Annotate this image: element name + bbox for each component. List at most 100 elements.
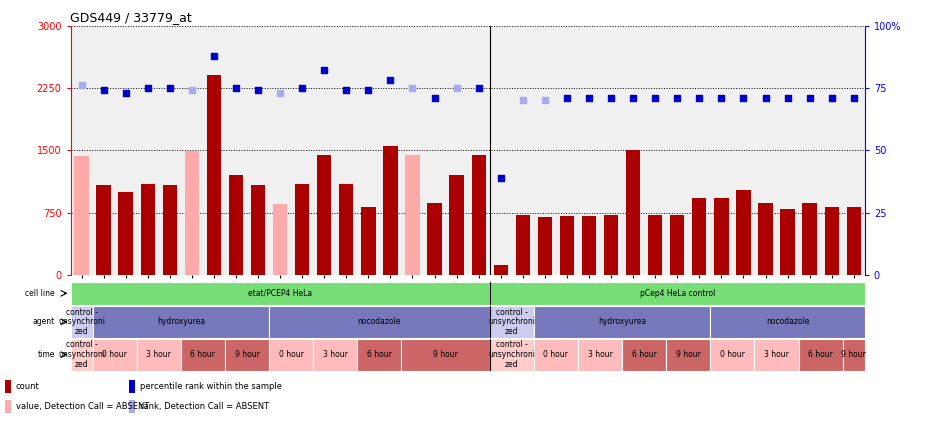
Bar (490, 306, 534, 338)
Bar (163, 185, 177, 275)
Bar (251, 185, 265, 275)
Text: hydroxyurea: hydroxyurea (598, 317, 646, 326)
Text: 0 hour: 0 hour (720, 350, 744, 359)
Bar (538, 217, 552, 275)
Bar (582, 216, 596, 275)
Bar (401, 339, 490, 371)
Text: percentile rank within the sample: percentile rank within the sample (139, 382, 282, 391)
Point (163, 85, 178, 92)
Point (338, 87, 353, 94)
Text: control -
unsynchroni
zed: control - unsynchroni zed (58, 308, 105, 336)
Bar (141, 184, 155, 275)
Text: count: count (15, 382, 39, 391)
Bar (534, 306, 711, 338)
Text: 0 hour: 0 hour (543, 350, 569, 359)
Point (405, 85, 420, 92)
Bar (799, 339, 843, 371)
Bar (295, 184, 309, 275)
Point (140, 85, 155, 92)
Bar (626, 150, 640, 275)
Bar (578, 339, 622, 371)
Point (207, 52, 222, 59)
Text: 9 hour: 9 hour (433, 350, 458, 359)
Point (494, 174, 509, 181)
Text: control -
unsynchroni
zed: control - unsynchroni zed (58, 340, 105, 369)
Bar (317, 155, 332, 275)
Bar (313, 339, 357, 371)
Bar (780, 209, 794, 275)
Text: nocodazole: nocodazole (766, 317, 809, 326)
Bar (711, 339, 755, 371)
Point (802, 95, 817, 101)
Bar (714, 198, 728, 275)
Bar (361, 207, 376, 275)
Bar (534, 339, 578, 371)
Bar (92, 339, 136, 371)
Bar (622, 339, 666, 371)
Bar (207, 75, 221, 275)
Point (118, 89, 133, 96)
Bar (755, 339, 799, 371)
Text: agent: agent (33, 317, 55, 326)
Bar (118, 192, 133, 275)
Point (758, 95, 773, 101)
Point (96, 87, 111, 94)
Text: 3 hour: 3 hour (147, 350, 171, 359)
Point (427, 95, 442, 101)
Bar (516, 215, 530, 275)
Point (383, 77, 398, 84)
Point (846, 95, 861, 101)
Bar (136, 339, 180, 371)
Point (603, 95, 619, 101)
Point (228, 85, 243, 92)
Point (648, 95, 663, 101)
Point (626, 95, 641, 101)
Bar (92, 306, 269, 338)
Bar (228, 176, 243, 275)
Bar (6, 400, 11, 413)
Bar (70, 282, 490, 305)
Text: etat/PCEP4 HeLa: etat/PCEP4 HeLa (248, 289, 312, 298)
Bar (74, 156, 88, 275)
Bar (180, 339, 225, 371)
Bar (130, 400, 135, 413)
Text: 6 hour: 6 hour (367, 350, 392, 359)
Bar (449, 176, 463, 275)
Text: 3 hour: 3 hour (322, 350, 348, 359)
Point (824, 95, 839, 101)
Point (669, 95, 684, 101)
Bar (603, 215, 619, 275)
Bar (648, 215, 663, 275)
Bar (428, 203, 442, 275)
Bar (847, 207, 861, 275)
Text: cell line: cell line (25, 289, 55, 298)
Text: 3 hour: 3 hour (764, 350, 789, 359)
Text: 0 hour: 0 hour (102, 350, 127, 359)
Point (559, 95, 574, 101)
Bar (494, 265, 508, 275)
Point (273, 89, 288, 96)
Bar (6, 380, 11, 393)
Bar (357, 339, 401, 371)
Bar (472, 155, 486, 275)
Bar (384, 146, 398, 275)
Text: control -
unsynchroni
zed: control - unsynchroni zed (488, 340, 535, 369)
Text: 9 hour: 9 hour (676, 350, 700, 359)
Bar (184, 151, 199, 275)
Text: pCep4 HeLa control: pCep4 HeLa control (639, 289, 715, 298)
Point (515, 97, 530, 104)
Point (361, 87, 376, 94)
Bar (803, 203, 817, 275)
Text: rank, Detection Call = ABSENT: rank, Detection Call = ABSENT (139, 402, 269, 412)
Point (780, 95, 795, 101)
Bar (843, 339, 865, 371)
Point (317, 67, 332, 74)
Bar (70, 306, 92, 338)
Point (736, 95, 751, 101)
Point (582, 95, 597, 101)
Bar (824, 207, 838, 275)
Text: 9 hour: 9 hour (235, 350, 259, 359)
Bar (559, 216, 574, 275)
Text: 3 hour: 3 hour (588, 350, 613, 359)
Bar (70, 339, 92, 371)
